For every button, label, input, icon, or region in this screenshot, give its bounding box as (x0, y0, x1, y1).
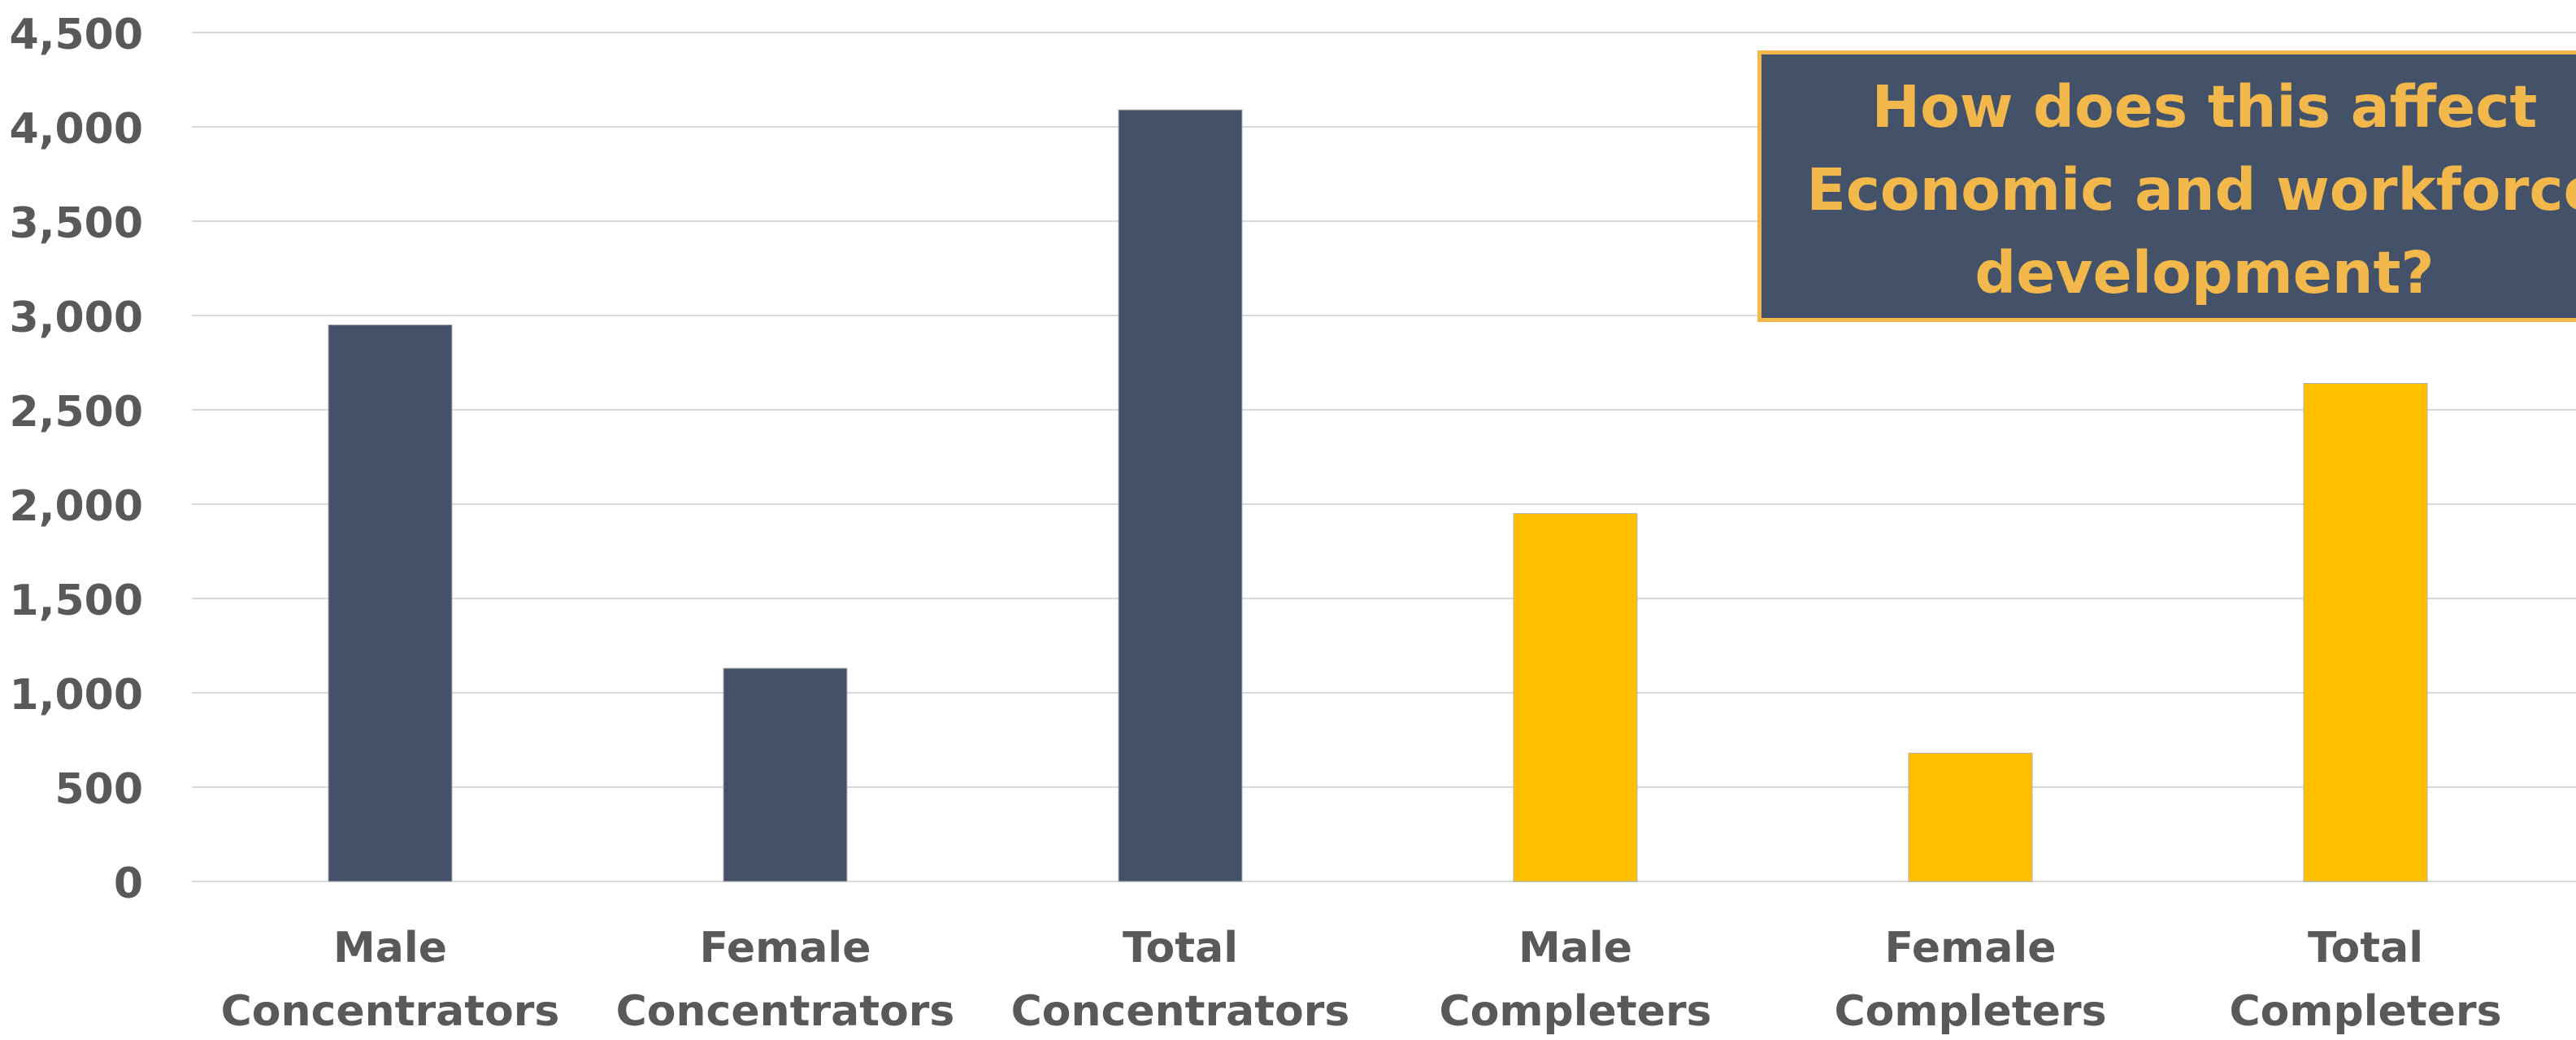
callout-line-3: development? (1974, 239, 2435, 307)
callout-line-1: How does this affect (1871, 73, 2538, 141)
callout-line-2: Economic and workforce (1806, 156, 2576, 224)
question-callout: How does this affect Economic and workfo… (1757, 50, 2576, 322)
bar (1513, 513, 1638, 882)
x-tick-label: Concentrators (221, 987, 560, 1036)
x-tick-label: Concentrators (1011, 987, 1350, 1036)
y-tick-label: 3,500 (10, 199, 143, 248)
x-tick-label: Female (1884, 924, 2056, 973)
y-tick-label: 0 (114, 859, 143, 908)
y-tick-label: 3,000 (10, 294, 143, 342)
y-tick-label: 2,500 (10, 388, 143, 437)
y-tick-label: 1,000 (10, 671, 143, 720)
bar (1908, 752, 2033, 882)
x-tick-label: Total (2308, 924, 2423, 973)
x-tick-label: Completers (1439, 987, 1711, 1036)
y-tick-label: 2,000 (10, 482, 143, 531)
x-tick-label: Total (1123, 924, 1238, 973)
bar (723, 668, 848, 882)
bar (1118, 109, 1243, 882)
x-tick-label: Male (333, 924, 447, 973)
x-tick-label: Male (1518, 924, 1632, 973)
y-tick-label: 500 (54, 765, 143, 814)
y-tick-label: 4,500 (10, 11, 143, 59)
y-tick-label: 4,000 (10, 105, 143, 154)
bar (2303, 383, 2428, 882)
bar (328, 324, 453, 882)
x-tick-label: Completers (2229, 987, 2501, 1036)
x-tick-label: Completers (1834, 987, 2106, 1036)
x-tick-label: Female (699, 924, 871, 973)
x-tick-label: Concentrators (616, 987, 955, 1036)
y-tick-label: 1,500 (10, 577, 143, 625)
